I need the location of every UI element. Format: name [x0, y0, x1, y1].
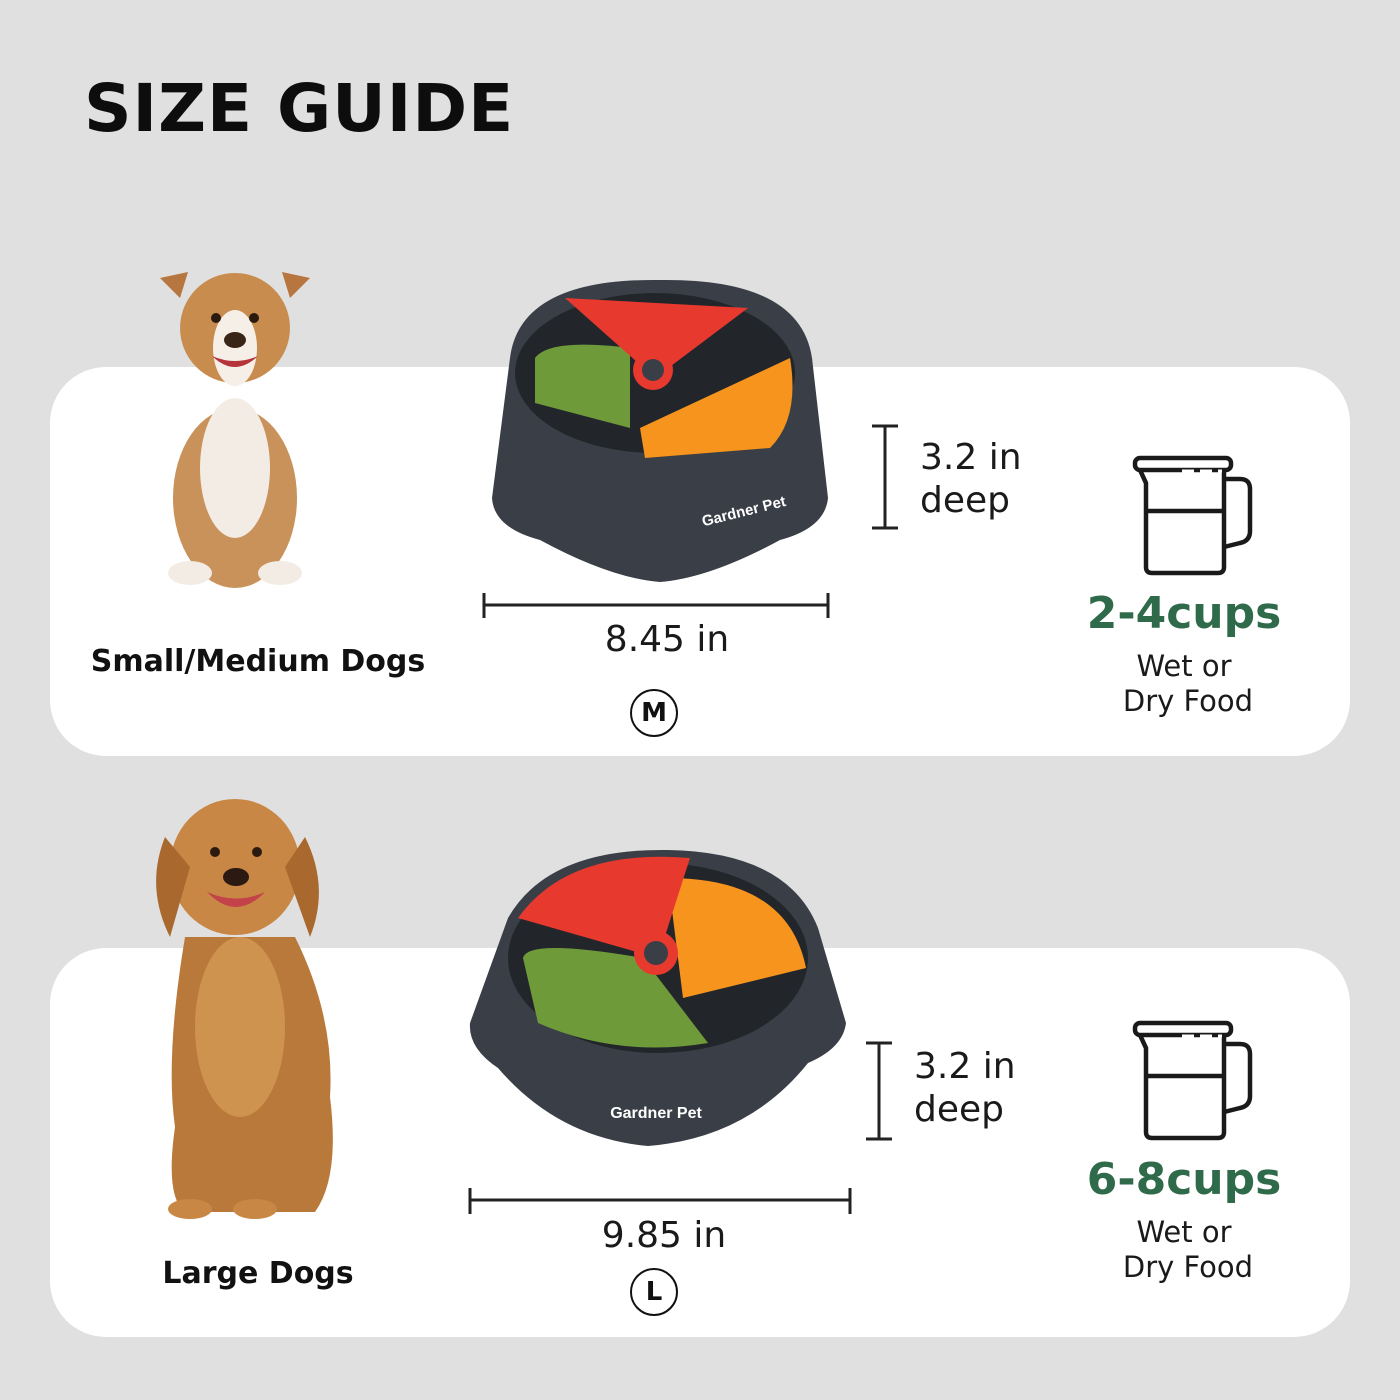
depth-value: 3.2 in: [920, 437, 1022, 478]
capacity-value: 2-4cups: [1086, 588, 1282, 639]
size-badge: M: [630, 689, 678, 737]
measuring-cup-icon: [1132, 455, 1253, 576]
food-type-line1: Wet or: [1136, 1215, 1232, 1249]
bowl-photo-medium: Gardner Pet: [492, 279, 828, 582]
width-value: 8.45 in: [604, 619, 730, 660]
depth-dimension-line: [866, 1041, 892, 1141]
width-dimension-line: [482, 593, 830, 618]
bowl-photo-large: Gardner Pet: [469, 849, 846, 1146]
page-title: SIZE GUIDE: [84, 70, 515, 147]
depth-dimension-line: [872, 424, 898, 530]
dog-label: Large Dogs: [162, 1256, 354, 1291]
brand-logo: Gardner Pet: [610, 1105, 702, 1122]
dog-photo-large: [156, 799, 333, 1219]
dog-label: Small/Medium Dogs: [90, 644, 426, 679]
depth-label: deep: [914, 1089, 1004, 1130]
width-value: 9.85 in: [601, 1215, 727, 1256]
measuring-cup-icon: [1132, 1020, 1253, 1141]
capacity-value: 6-8cups: [1086, 1154, 1282, 1205]
size-badge: L: [630, 1268, 678, 1316]
food-type-line2: Dry Food: [1122, 684, 1254, 718]
food-type-line1: Wet or: [1136, 649, 1232, 683]
depth-value: 3.2 in: [914, 1046, 1016, 1087]
width-dimension-line: [468, 1188, 852, 1214]
food-type-line2: Dry Food: [1122, 1250, 1254, 1284]
dog-photo-medium: [160, 272, 310, 588]
depth-label: deep: [920, 480, 1010, 521]
